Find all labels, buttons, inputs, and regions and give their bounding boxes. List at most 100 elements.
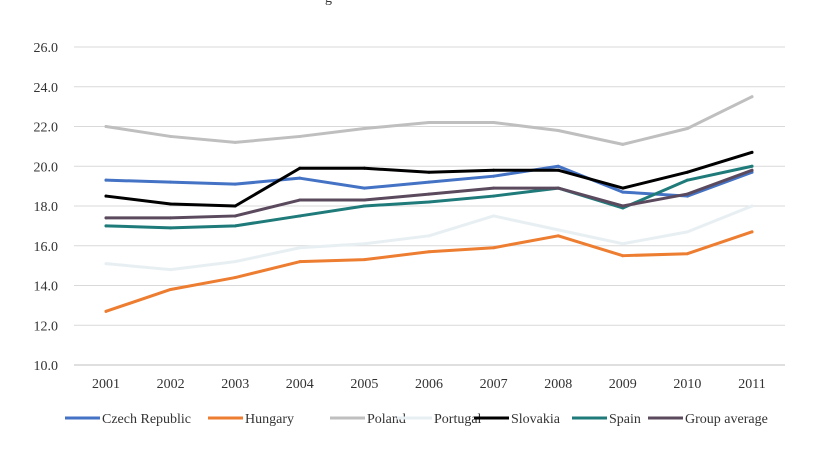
- series-spain: [104, 164, 754, 230]
- data-point: [492, 194, 496, 198]
- data-point: [169, 202, 173, 206]
- series-slovakia: [104, 150, 754, 208]
- data-point: [233, 260, 237, 264]
- data-point: [298, 246, 302, 250]
- data-point: [621, 186, 625, 190]
- series-hungary: [104, 230, 754, 313]
- data-point: [750, 95, 754, 99]
- legend-label: Hungary: [245, 412, 294, 427]
- y-tick-label: 20.0: [34, 160, 59, 175]
- data-point: [298, 166, 302, 170]
- data-point: [233, 214, 237, 218]
- series-line-spain: [104, 164, 754, 230]
- x-tick-label: 2011: [738, 377, 765, 392]
- data-point: [104, 125, 108, 128]
- data-point: [492, 214, 496, 218]
- data-point: [621, 142, 625, 146]
- x-tick-label: 2001: [92, 377, 120, 392]
- series-portugal: [104, 204, 754, 272]
- data-point: [169, 226, 173, 230]
- legend-item-czech-republic: Czech Republic: [65, 412, 191, 427]
- series-line-slovakia: [104, 150, 754, 208]
- legend-label: Slovakia: [511, 412, 561, 427]
- x-tick-label: 2002: [157, 377, 185, 392]
- data-point: [298, 176, 302, 180]
- data-point: [362, 126, 366, 130]
- data-point: [556, 234, 560, 238]
- data-point: [556, 186, 560, 190]
- data-point: [169, 180, 173, 184]
- series-group-average: [104, 168, 754, 220]
- y-tick-label: 12.0: [34, 319, 59, 334]
- y-tick-label: 24.0: [34, 81, 59, 96]
- data-point: [233, 224, 237, 228]
- data-point: [362, 166, 366, 170]
- data-point: [169, 287, 173, 291]
- data-point: [621, 242, 625, 246]
- data-point: [427, 234, 431, 238]
- y-axis-tick-labels: 10.0 12.0 14.0 16.0 18.0 20.0 22.0 24.0 26.0: [34, 41, 59, 374]
- legend-label: Spain: [609, 412, 641, 427]
- x-tick-label: 2010: [673, 377, 701, 392]
- legend-item-slovakia: Slovakia: [474, 412, 561, 427]
- data-point: [298, 260, 302, 264]
- data-point: [621, 254, 625, 258]
- legend-label: Poland: [367, 412, 406, 427]
- y-tick-label: 18.0: [34, 200, 59, 215]
- data-point: [362, 204, 366, 208]
- data-point: [685, 126, 689, 130]
- x-tick-label: 2007: [480, 377, 508, 392]
- data-point: [427, 170, 431, 174]
- x-tick-label: 2009: [609, 377, 637, 392]
- data-point: [169, 134, 173, 138]
- data-point: [492, 168, 496, 172]
- legend-item-portugal: Portugal: [397, 412, 482, 427]
- data-point: [621, 190, 625, 194]
- data-point: [104, 194, 108, 198]
- x-tick-label: 2005: [350, 377, 378, 392]
- data-point: [750, 164, 754, 168]
- data-point: [427, 250, 431, 254]
- data-point: [492, 186, 496, 190]
- data-point: [233, 182, 237, 186]
- chart-title-fragment: g: [325, 0, 332, 7]
- data-point: [685, 230, 689, 234]
- data-point: [104, 224, 108, 228]
- data-point: [685, 178, 689, 182]
- data-point: [685, 170, 689, 174]
- data-point: [492, 246, 496, 250]
- x-tick-label: 2006: [415, 377, 443, 392]
- series-line-poland: [104, 95, 754, 146]
- legend: Czech Republic Hungary Poland Portugal Slova…: [65, 412, 768, 427]
- series-line-hungary: [104, 230, 754, 313]
- data-point: [427, 180, 431, 184]
- legend-label: Czech Republic: [102, 412, 191, 427]
- data-point: [104, 216, 108, 220]
- legend-label: Portugal: [434, 412, 482, 427]
- data-point: [427, 121, 431, 125]
- legend-item-spain: Spain: [572, 412, 641, 427]
- x-tick-label: 2003: [221, 377, 249, 392]
- data-point: [104, 178, 108, 182]
- y-tick-label: 26.0: [34, 41, 59, 56]
- data-point: [750, 204, 754, 208]
- data-point: [556, 168, 560, 172]
- data-point: [298, 134, 302, 138]
- data-point: [556, 128, 560, 132]
- data-point: [233, 204, 237, 208]
- series-czech-republic: [104, 164, 754, 198]
- y-tick-label: 14.0: [34, 280, 59, 295]
- data-point: [750, 168, 754, 172]
- data-point: [298, 198, 302, 202]
- data-point: [685, 192, 689, 196]
- data-point: [492, 174, 496, 178]
- legend-label: Group average: [685, 412, 768, 427]
- legend-item-hungary: Hungary: [208, 412, 294, 427]
- legend-item-poland: Poland: [330, 412, 406, 427]
- data-point: [362, 198, 366, 202]
- data-point: [362, 186, 366, 190]
- data-point: [750, 150, 754, 154]
- data-point: [104, 262, 108, 266]
- data-point: [427, 192, 431, 196]
